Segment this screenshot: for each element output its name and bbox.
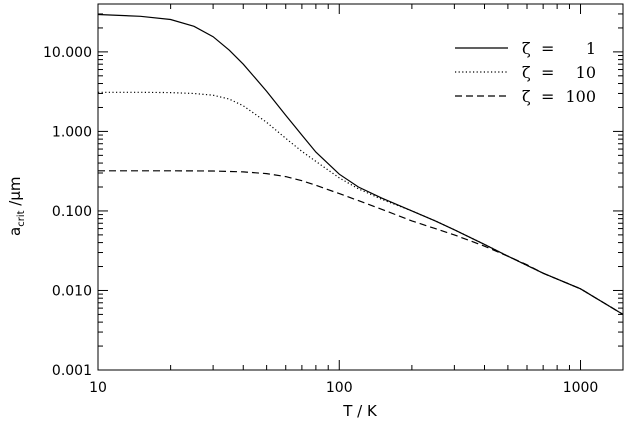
legend-value: 10 xyxy=(576,63,596,82)
series-line-1 xyxy=(98,13,623,315)
legend-symbol: ζ xyxy=(522,63,531,82)
legend-equals: = xyxy=(541,87,554,106)
y-axis-label-unit: /μm xyxy=(6,177,24,211)
legend-value: 100 xyxy=(565,87,596,106)
legend: ζ = 1 ζ = 10 ζ = 100 xyxy=(455,39,596,106)
y-tick-label: 0.010 xyxy=(52,283,92,299)
x-tick-label: 10 xyxy=(89,380,107,396)
plot-frame xyxy=(97,3,624,371)
x-tick-label: 100 xyxy=(326,380,353,396)
legend-symbol: ζ xyxy=(522,39,531,58)
legend-equals: = xyxy=(541,63,554,82)
x-axis-label: T / K xyxy=(342,402,378,420)
y-axis-label-sub: crit xyxy=(16,210,27,226)
ticks xyxy=(97,3,623,371)
series-line-3 xyxy=(98,170,623,315)
y-axis-label-main: a xyxy=(6,227,24,236)
tick-labels: 10 100 1000 0.001 0.010 0.100 1.000 10.000 xyxy=(43,45,598,396)
y-tick-label: 0.100 xyxy=(52,204,92,220)
legend-symbol: ζ xyxy=(522,87,531,106)
x-tick-label: 1000 xyxy=(563,380,599,396)
y-tick-label: 0.001 xyxy=(52,363,92,379)
legend-equals: = xyxy=(541,39,554,58)
y-tick-label: 1.000 xyxy=(52,124,92,140)
legend-value: 1 xyxy=(586,39,596,58)
y-tick-label: 10.000 xyxy=(43,45,92,61)
series-line-2 xyxy=(98,91,623,315)
plot-border xyxy=(97,3,624,371)
series-layer xyxy=(98,13,623,315)
y-axis-label: acrit /μm xyxy=(6,177,27,237)
